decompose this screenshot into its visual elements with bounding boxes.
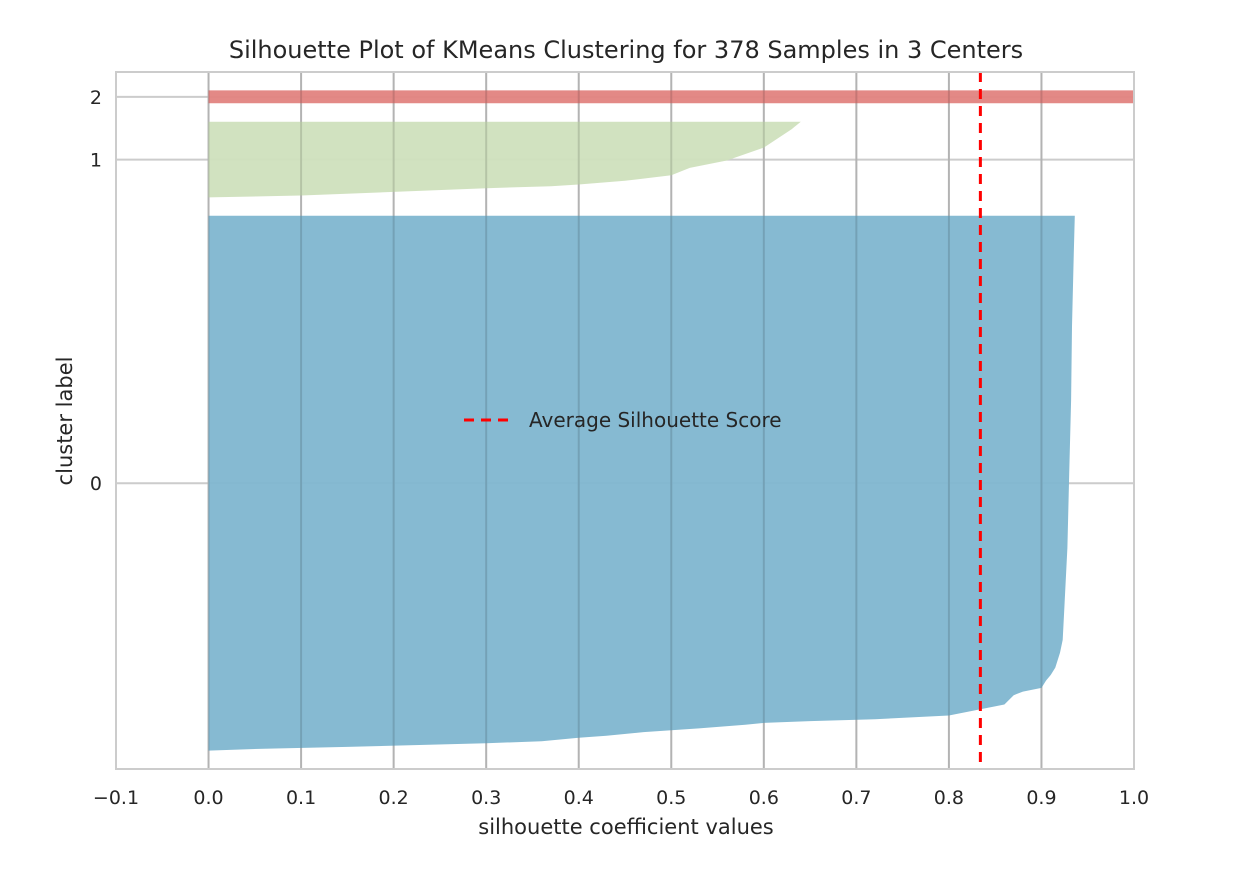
y-tick-label: 0 [90,473,102,495]
x-tick-label: −0.1 [93,787,139,809]
cluster-2-silhouette [208,90,1134,104]
x-tick-label: 0.4 [564,787,594,809]
cluster-0-silhouette [208,215,1075,751]
plot-frame [115,71,1135,770]
x-tick-label: 0.5 [656,787,686,809]
x-tick-label: 0.1 [286,787,316,809]
x-tick-label: 0.8 [934,787,964,809]
x-tick-label: 0.9 [1026,787,1056,809]
cluster-1-silhouette [208,121,801,198]
legend-label: Average Silhouette Score [529,408,782,432]
x-tick-label: 0.6 [749,787,779,809]
x-tick-label: 1.0 [1119,787,1149,809]
y-tick-label: 2 [90,87,102,109]
x-tick-label: 0.3 [471,787,501,809]
y-axis-label: cluster label [53,357,77,486]
legend: Average Silhouette Score [464,408,782,432]
x-tick-label: 0.7 [841,787,871,809]
y-tick-label: 1 [90,150,102,172]
chart-title: Silhouette Plot of KMeans Clustering for… [229,36,1023,64]
x-axis-ticks: −0.1 0.0 0.1 0.2 0.3 0.4 0.5 0.6 0.7 0.8 0.9 1.0 [93,787,1149,809]
x-tick-label: 0.2 [379,787,409,809]
x-tick-label: 0.0 [193,787,223,809]
x-axis-label: silhouette coefficient values [478,815,774,839]
y-axis-ticks: 0 1 2 [90,87,102,495]
